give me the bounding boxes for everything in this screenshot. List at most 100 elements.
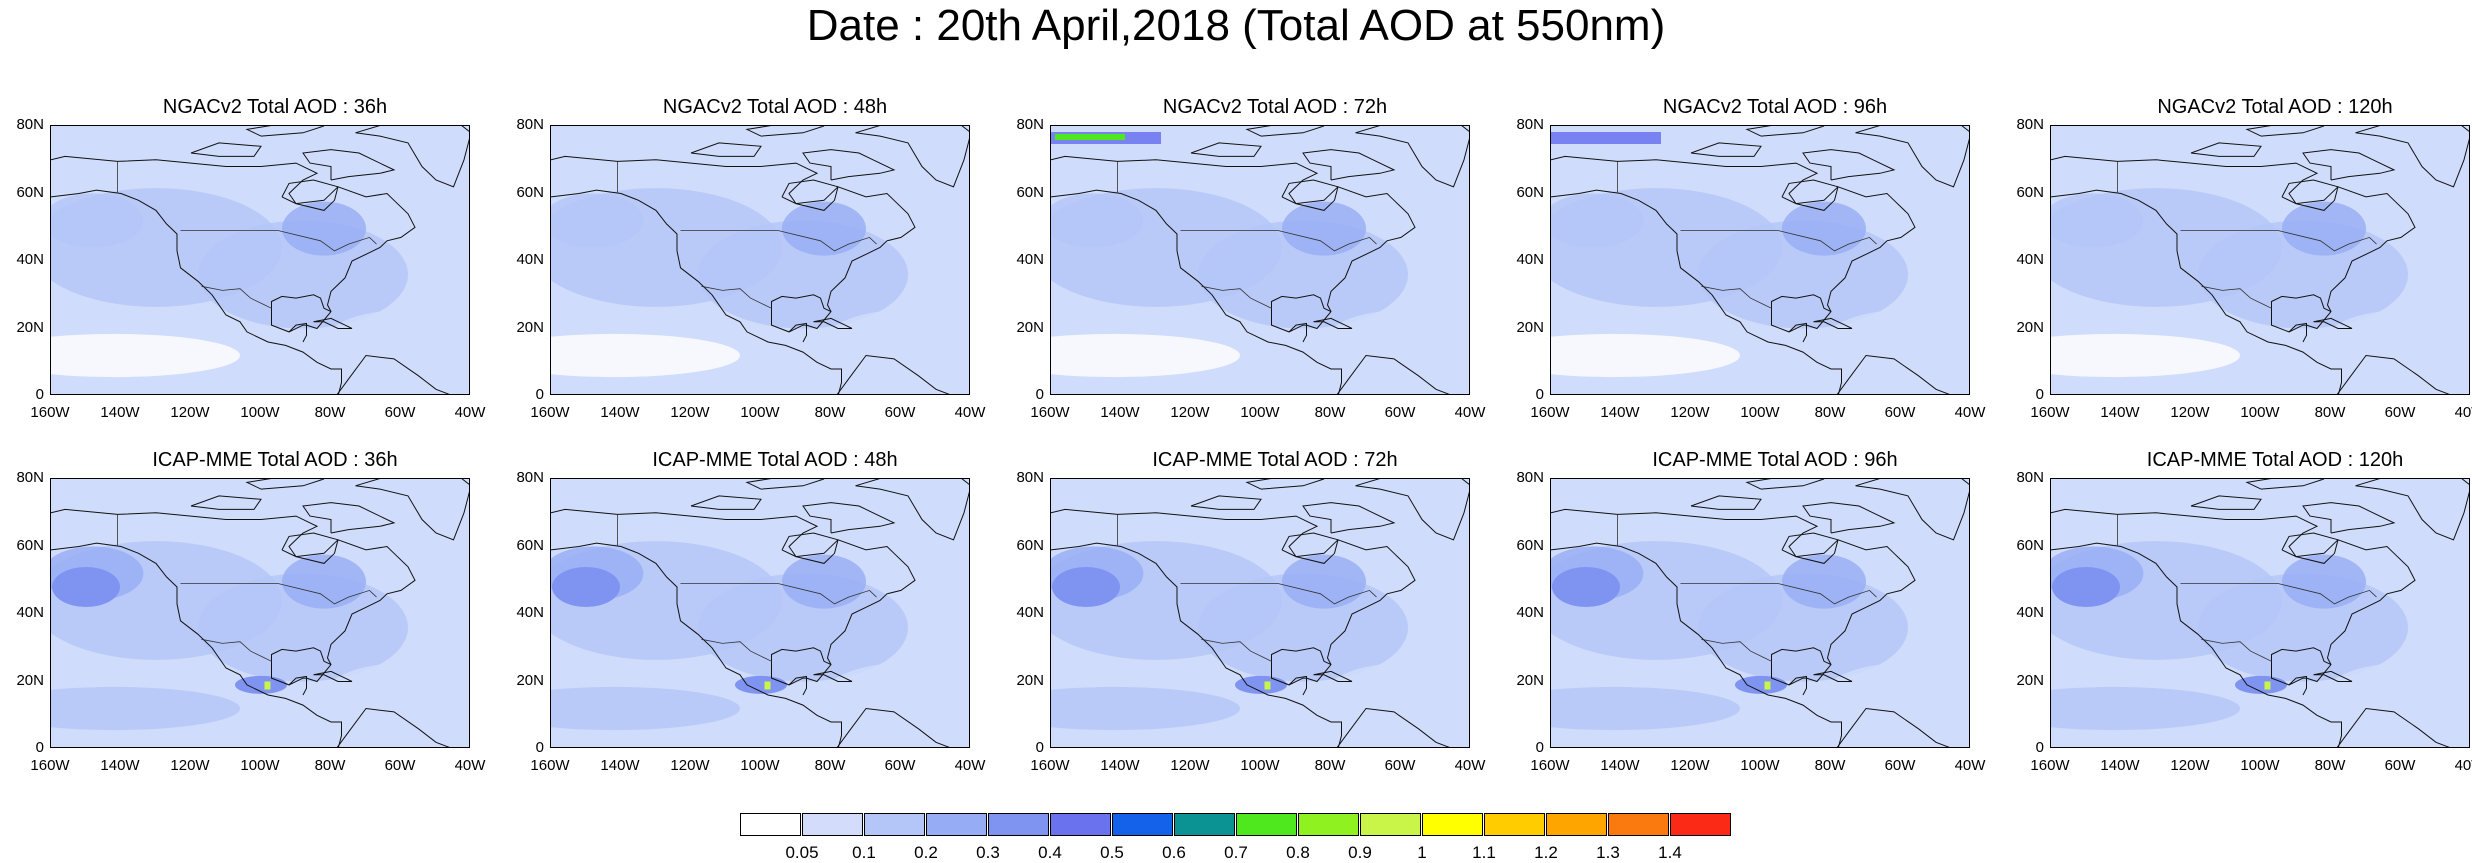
coastline	[2281, 532, 2339, 564]
aod-shade	[698, 220, 908, 329]
lon-tick-label: 80W	[2314, 757, 2346, 774]
political-border	[701, 638, 772, 662]
coastline	[2313, 670, 2353, 682]
coastline	[1245, 479, 1325, 490]
lat-tick-label: 40N	[2016, 251, 2044, 268]
lon-tick-label: 60W	[1884, 757, 1916, 774]
lat-tick-label: 0	[35, 386, 44, 403]
lon-tick-label: 80W	[1314, 757, 1346, 774]
coastline	[1802, 149, 1896, 181]
lon-tick-label: 160W	[530, 757, 570, 774]
lon-tick-label: 140W	[1600, 757, 1640, 774]
lon-tick-label: 40W	[2454, 404, 2472, 421]
coastline	[1813, 670, 1853, 682]
coastline	[1802, 502, 1896, 534]
lon-tick-label: 140W	[100, 757, 140, 774]
lon-tick-label: 100W	[740, 404, 780, 421]
colorbar-label: 1	[1417, 843, 1427, 862]
coastline	[2313, 317, 2353, 329]
lat-tick-label: 40N	[1016, 604, 1044, 621]
lon-tick-label: 40W	[954, 404, 986, 421]
political-border	[1201, 638, 1272, 662]
political-border	[680, 583, 877, 605]
lat-tick-label: 40N	[1516, 251, 1544, 268]
political-border	[2201, 638, 2272, 662]
aod-plume-pacific	[2052, 567, 2120, 607]
coastline	[1281, 532, 1339, 564]
lon-tick-label: 120W	[1670, 757, 1710, 774]
aod-shade	[1198, 573, 1408, 682]
lat-tick-label: 80N	[1516, 469, 1544, 486]
coastline	[1836, 707, 1950, 747]
coastline	[2302, 502, 2396, 534]
lon-tick-label: 80W	[314, 757, 346, 774]
lat-tick-label: 0	[1535, 739, 1544, 756]
lat-tick-label: 40N	[1516, 604, 1544, 621]
aod-plume-pacific	[52, 567, 120, 607]
aod-shade	[782, 201, 866, 256]
political-border	[1680, 230, 1877, 252]
aod-map	[1550, 125, 1970, 395]
coastline	[2190, 495, 2262, 510]
coastline	[1813, 317, 1853, 329]
coastline	[2271, 647, 2332, 666]
political-border	[1180, 230, 1377, 252]
colorbar-swatch	[1298, 813, 1359, 836]
lon-tick-label: 160W	[1030, 404, 1070, 421]
aod-shade	[2051, 193, 2144, 248]
map-panel: ICAP-MME Total AOD : 120h 80N 60N 40N 20N 0 16…	[2016, 449, 2472, 800]
coastline	[1302, 502, 1396, 534]
aod-map	[50, 125, 470, 395]
colorbar-label: 0.1	[852, 843, 876, 862]
lat-tick-label: 40N	[516, 251, 544, 268]
aod-shade	[824, 662, 969, 728]
aod-plume-mexico	[235, 675, 287, 694]
lon-tick-label: 140W	[600, 404, 640, 421]
colorbar-swatch	[802, 813, 863, 836]
coastline	[1051, 189, 1342, 394]
coastline	[190, 142, 262, 157]
panel-title: ICAP-MME Total AOD : 72h	[1152, 449, 1398, 471]
lat-tick-label: 40N	[2016, 604, 2044, 621]
aod-shade	[324, 662, 469, 728]
aod-plume-arctic-high	[1055, 134, 1125, 140]
aod-shade	[1051, 193, 1144, 248]
colorbar-swatch	[740, 813, 801, 836]
panel-title: ICAP-MME Total AOD : 120h	[2146, 449, 2404, 471]
coastline	[771, 294, 832, 313]
coastline	[1855, 479, 1969, 541]
lon-tick-label: 140W	[2100, 404, 2140, 421]
coastline	[2190, 142, 2262, 157]
coastline	[802, 149, 896, 181]
colorbar-swatch	[1546, 813, 1607, 836]
coastline	[788, 675, 807, 696]
aod-map	[1050, 125, 1470, 395]
lat-tick-label: 0	[2035, 739, 2044, 756]
lon-tick-label: 40W	[954, 757, 986, 774]
coastline	[1771, 647, 1832, 666]
coastline	[2302, 149, 2396, 181]
lon-tick-label: 60W	[884, 757, 916, 774]
coastline	[1788, 322, 1807, 343]
lat-tick-label: 40N	[16, 604, 44, 621]
aod-shade	[1824, 309, 1969, 375]
political-border	[201, 285, 272, 309]
colorbar-swatch	[864, 813, 925, 836]
coastline	[313, 670, 353, 682]
colorbar-label: 1.3	[1596, 843, 1620, 862]
aod-shade	[1824, 662, 1969, 728]
lon-tick-label: 80W	[1314, 404, 1346, 421]
panel-title: NGACv2 Total AOD : 48h	[662, 96, 888, 118]
colorbar-swatch	[1484, 813, 1545, 836]
lon-tick-label: 60W	[2384, 757, 2416, 774]
aod-plume-pacific	[1552, 567, 1620, 607]
aod-shade	[551, 333, 740, 378]
lon-tick-label: 60W	[384, 404, 416, 421]
lat-tick-label: 80N	[1516, 116, 1544, 133]
lat-tick-label: 20N	[2016, 671, 2044, 689]
aod-shade	[198, 220, 408, 329]
lon-tick-label: 40W	[1454, 757, 1486, 774]
aod-map	[550, 125, 970, 395]
coastline	[1781, 532, 1839, 564]
coastline	[1190, 142, 1262, 157]
